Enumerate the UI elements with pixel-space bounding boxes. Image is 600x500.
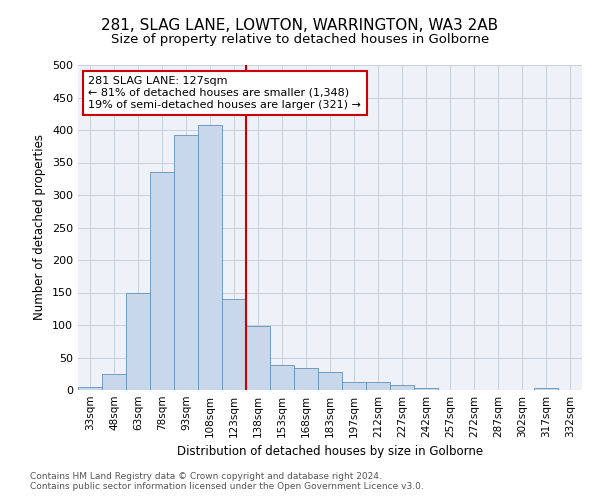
Bar — [222, 299, 246, 390]
Text: Contains HM Land Registry data © Crown copyright and database right 2024.: Contains HM Land Registry data © Crown c… — [30, 472, 382, 481]
Bar — [78, 387, 102, 390]
Bar — [102, 374, 126, 390]
Bar — [270, 366, 294, 390]
Y-axis label: Number of detached properties: Number of detached properties — [34, 134, 46, 320]
Text: Size of property relative to detached houses in Golborne: Size of property relative to detached ho… — [111, 32, 489, 46]
Bar — [294, 368, 318, 390]
Bar — [246, 326, 270, 390]
Text: 281 SLAG LANE: 127sqm
← 81% of detached houses are smaller (1,348)
19% of semi-d: 281 SLAG LANE: 127sqm ← 81% of detached … — [88, 76, 361, 110]
Bar — [366, 382, 390, 390]
Bar — [414, 388, 438, 390]
Bar — [198, 125, 222, 390]
Bar — [150, 172, 174, 390]
Bar — [534, 388, 558, 390]
Bar — [342, 382, 366, 390]
Text: Contains public sector information licensed under the Open Government Licence v3: Contains public sector information licen… — [30, 482, 424, 491]
Text: 281, SLAG LANE, LOWTON, WARRINGTON, WA3 2AB: 281, SLAG LANE, LOWTON, WARRINGTON, WA3 … — [101, 18, 499, 32]
Bar — [126, 292, 150, 390]
Bar — [390, 385, 414, 390]
Bar — [318, 372, 342, 390]
Bar — [174, 134, 198, 390]
X-axis label: Distribution of detached houses by size in Golborne: Distribution of detached houses by size … — [177, 446, 483, 458]
